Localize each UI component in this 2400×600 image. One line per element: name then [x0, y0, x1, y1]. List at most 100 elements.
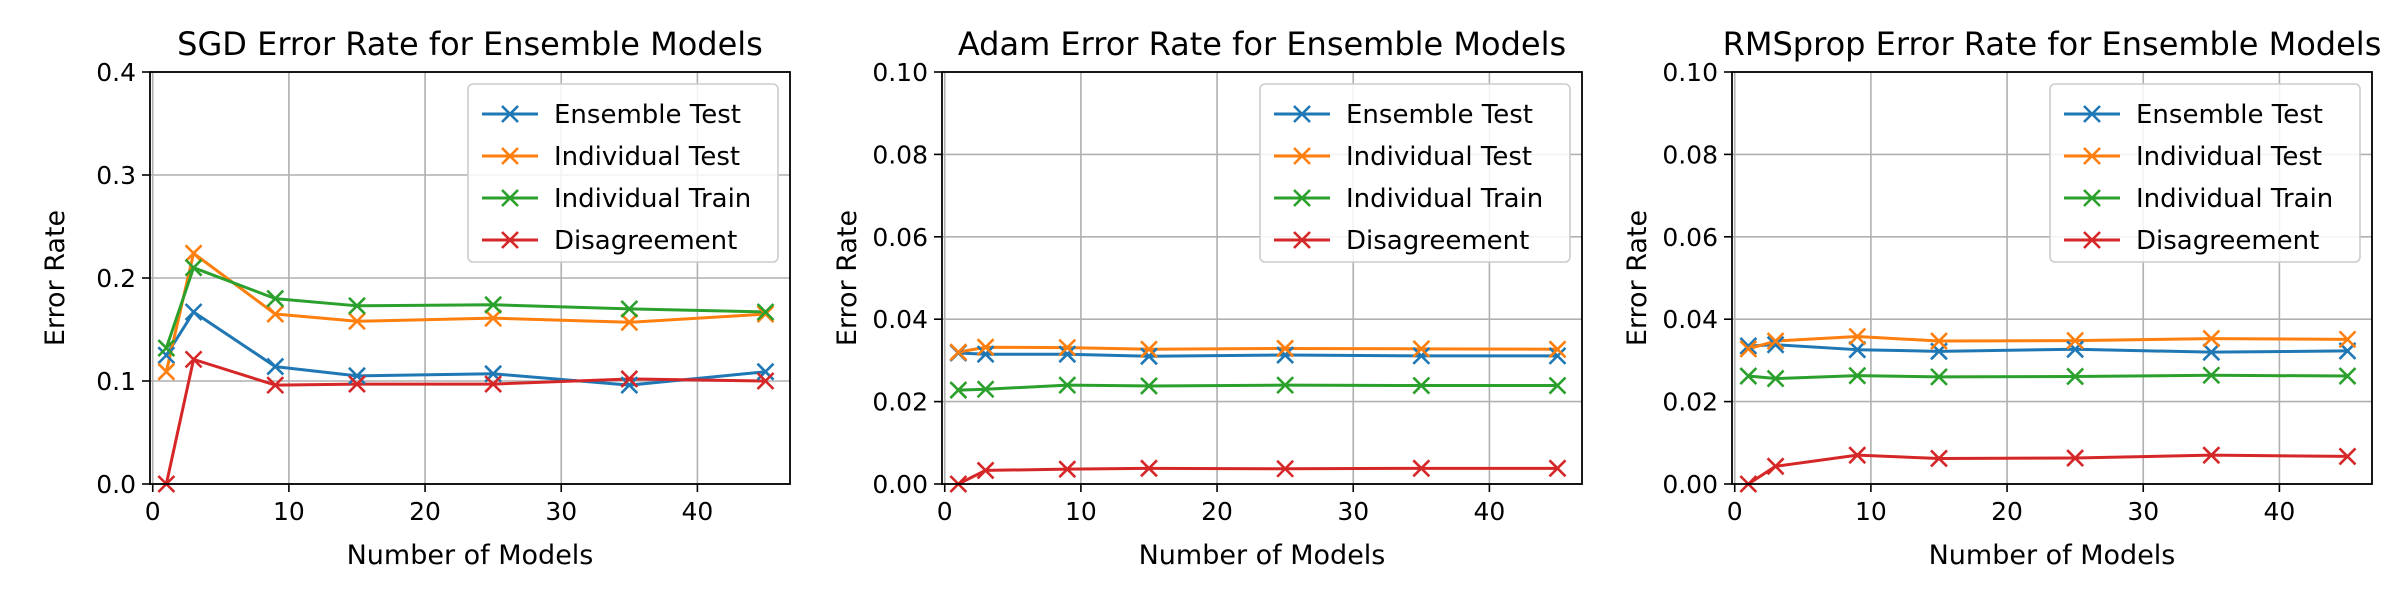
legend-marker: [2083, 147, 2101, 165]
x-tick-label: 20: [409, 497, 441, 526]
series-line-1: [1748, 343, 2348, 354]
data-point: [1766, 335, 1785, 354]
data-point: [1548, 376, 1567, 395]
legend-label: Disagreement: [554, 226, 737, 256]
data-point: [949, 381, 968, 399]
data-point: [1930, 449, 1948, 468]
x-axis-label: Number of Models: [1929, 540, 2176, 571]
data-point: [756, 303, 775, 321]
data-point: [2202, 329, 2221, 348]
data-point: [620, 370, 639, 388]
legend-label: Individual Test: [2136, 142, 2322, 172]
y-tick-label: 0.00: [872, 470, 928, 499]
data-point: [1548, 459, 1567, 478]
data-point: [1848, 366, 1867, 385]
x-tick-label: 30: [2127, 497, 2159, 526]
y-tick-label: 0.08: [872, 140, 928, 169]
y-tick-label: 0.10: [1662, 58, 1718, 87]
legend-marker: [1293, 189, 1311, 207]
legend-label: Individual Train: [554, 184, 751, 214]
data-point: [157, 339, 176, 357]
y-tick-label: 0.08: [1662, 140, 1718, 169]
legend-marker: [1293, 147, 1311, 165]
x-tick-label: 30: [545, 497, 577, 526]
series-line-2: [1747, 335, 2348, 351]
data-point: [1276, 346, 1295, 364]
data-point: [484, 295, 503, 314]
data-point: [1058, 376, 1077, 395]
chart-title: Adam Error Rate for Ensemble Models: [958, 25, 1566, 63]
data-point: [1058, 345, 1077, 364]
data-point: [484, 375, 503, 394]
legend-marker: [1293, 105, 1311, 123]
data-point: [756, 372, 775, 390]
legend: Ensemble Test Individual Test Individual T…: [2049, 83, 2361, 263]
x-tick-label: 0: [145, 497, 161, 526]
data-point: [1930, 367, 1948, 386]
series-line-4: [1747, 453, 2348, 484]
data-point: [1412, 346, 1431, 365]
data-point: [2338, 367, 2357, 385]
axes-frame: [941, 71, 1583, 485]
y-tick-label: 0.02: [872, 388, 928, 417]
data-point: [266, 357, 285, 376]
y-tick-label: 0.1: [96, 367, 136, 396]
plot-area: [1747, 335, 2348, 484]
series-line-2: [958, 345, 1558, 354]
data-point: [620, 299, 639, 318]
legend-label: Ensemble Test: [2136, 100, 2323, 130]
series-line-3: [164, 266, 766, 349]
data-point: [1848, 340, 1867, 359]
data-point: [2338, 447, 2357, 466]
legend-box: [2049, 83, 2361, 263]
data-point: [1276, 459, 1295, 478]
data-point: [1276, 339, 1295, 358]
chart-panel-2: 0 10 20 30 40 0.00 0.02 0.04 0.06 0.08 0.10 Adam Er…: [832, 25, 1583, 571]
chart-panel-1: 0 10 20 30 40 0.0 0.1 0.2 0.3 0.4 SGD Error Rate f…: [40, 25, 791, 571]
x-tick-label: 0: [1727, 497, 1743, 526]
x-tick-label: 20: [1991, 497, 2023, 526]
x-axis-label: Number of Models: [1139, 540, 1386, 571]
data-point: [266, 305, 285, 323]
data-point: [2066, 367, 2085, 386]
data-point: [756, 305, 775, 323]
legend-marker: [2083, 231, 2101, 249]
data-point: [1548, 346, 1567, 365]
legend-label: Individual Train: [2136, 184, 2333, 214]
data-point: [184, 244, 203, 263]
legend-label: Ensemble Test: [1346, 100, 1533, 130]
data-point: [157, 346, 176, 365]
series-line-3: [958, 383, 1558, 392]
x-axis-label: Number of Models: [347, 540, 594, 571]
x-tick-label: 40: [2263, 497, 2295, 526]
legend: Ensemble Test Individual Test Individual T…: [467, 83, 779, 263]
data-point: [2202, 343, 2221, 362]
data-point: [1140, 459, 1158, 478]
data-point: [620, 376, 639, 395]
series-line-1: [958, 351, 1558, 358]
data-point: [2066, 449, 2085, 467]
y-tick-label: 0.06: [872, 223, 928, 252]
y-tick-label: 0.04: [1662, 305, 1718, 334]
y-tick-label: 0.04: [872, 305, 928, 334]
data-point: [2338, 330, 2357, 349]
data-point: [1548, 340, 1567, 359]
data-point: [1848, 446, 1867, 465]
legend-box: [1259, 83, 1571, 263]
legend-label: Individual Test: [1346, 142, 1532, 172]
chart-title: SGD Error Rate for Ensemble Models: [177, 25, 763, 63]
data-point: [2066, 331, 2085, 350]
data-point: [157, 362, 176, 381]
legend-marker: [501, 231, 519, 249]
legend-marker: [2083, 105, 2101, 123]
legend-label: Disagreement: [2136, 226, 2319, 256]
data-point: [1412, 376, 1431, 395]
data-point: [348, 375, 366, 394]
data-point: [1412, 459, 1431, 478]
y-tick-label: 0.4: [96, 58, 136, 87]
x-tick-label: 40: [1473, 497, 1505, 526]
data-point: [484, 309, 503, 328]
legend-box: [467, 83, 779, 263]
axes-frame: [149, 71, 791, 485]
data-point: [266, 376, 285, 395]
